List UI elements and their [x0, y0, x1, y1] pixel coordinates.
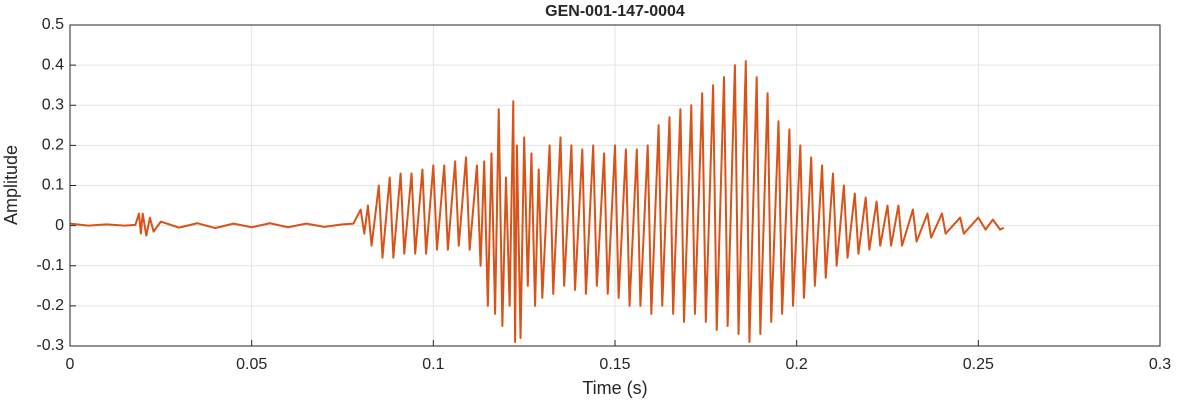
x-tick-label: 0.25: [963, 356, 994, 373]
plot-border: [69, 24, 1161, 347]
x-tick-label: 0.15: [599, 356, 630, 373]
x-tick-label: 0.05: [236, 356, 267, 373]
y-tick-label: 0.2: [42, 137, 64, 154]
x-axis-label: Time (s): [582, 378, 647, 398]
y-axis-label: Amplitude: [1, 145, 21, 225]
y-tick-label: -0.1: [36, 257, 64, 274]
y-tick-label: 0: [55, 217, 64, 234]
y-tick-label: 0.5: [42, 16, 64, 33]
x-tick-label: 0.3: [1149, 356, 1171, 373]
y-tick-label: 0.3: [42, 96, 64, 113]
x-tick-label: 0: [66, 356, 75, 373]
chart-title: GEN-001-147-0004: [545, 3, 685, 20]
x-tick-label: 0.1: [422, 356, 444, 373]
y-tick-label: -0.2: [36, 297, 64, 314]
waveform-line: [69, 60, 1005, 343]
y-tick-label: 0.1: [42, 177, 64, 194]
y-tick-label: 0.4: [42, 56, 64, 73]
x-tick-label: 0.2: [786, 356, 808, 373]
y-tick-label: -0.3: [36, 337, 64, 354]
